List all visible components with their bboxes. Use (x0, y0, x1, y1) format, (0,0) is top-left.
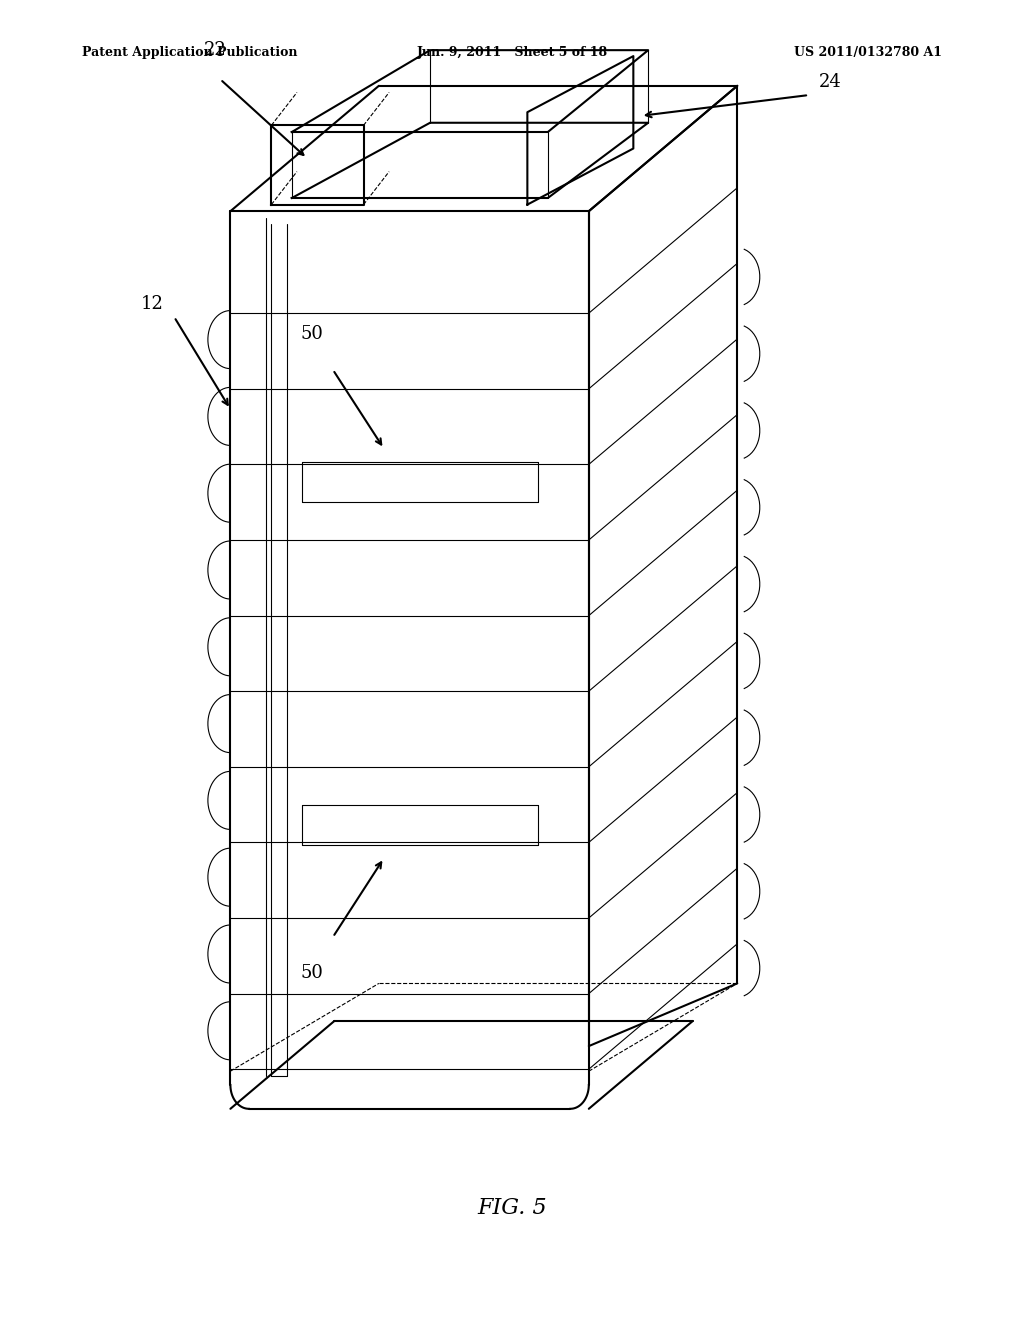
Text: US 2011/0132780 A1: US 2011/0132780 A1 (794, 46, 942, 59)
Text: FIG. 5: FIG. 5 (477, 1197, 547, 1218)
Text: 50: 50 (301, 964, 324, 982)
Text: 50: 50 (301, 325, 324, 343)
Text: 24: 24 (819, 73, 842, 91)
Text: Jun. 9, 2011   Sheet 5 of 18: Jun. 9, 2011 Sheet 5 of 18 (417, 46, 607, 59)
Text: 12: 12 (141, 294, 164, 313)
Text: 22: 22 (204, 41, 226, 59)
Text: Patent Application Publication: Patent Application Publication (82, 46, 297, 59)
